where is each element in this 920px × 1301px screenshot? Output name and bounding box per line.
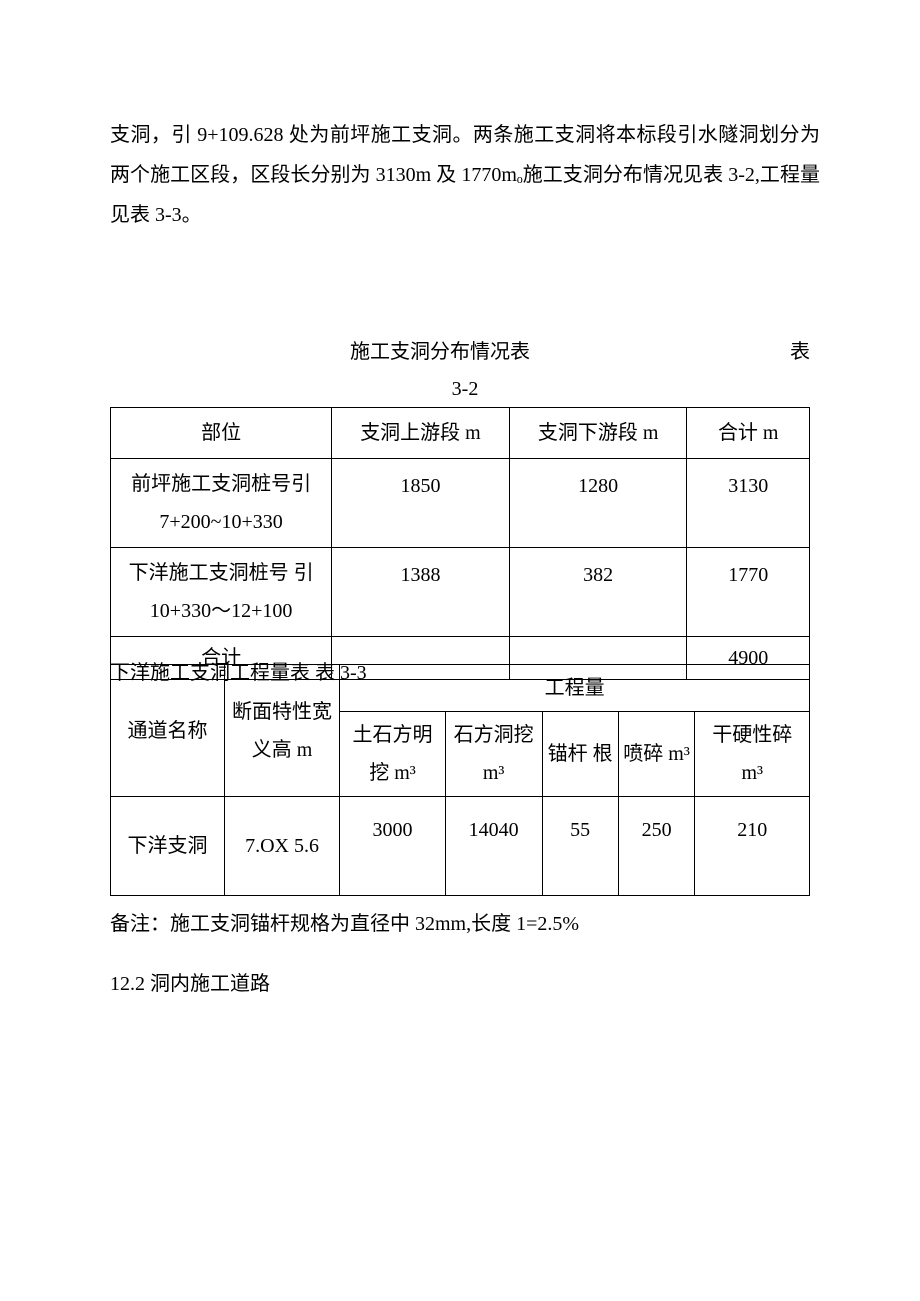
t1-r1-sum: 1770 bbox=[687, 548, 810, 637]
table1-row-1: 下洋施工支洞桩号 引 10+330～12+100 1388 382 1770 bbox=[111, 548, 810, 637]
t1-col-3: 合计 m bbox=[687, 408, 810, 459]
t2-sh-2: 锚杆 根 bbox=[542, 712, 618, 797]
t1-col-1: 支洞上游段 m bbox=[332, 408, 510, 459]
t2-d-section: 7.OX 5.6 bbox=[224, 797, 339, 896]
table1-title-row: 施工支洞分布情况表 表 bbox=[110, 335, 810, 364]
table-quantities: 通道名称 断面特性宽 义高 m 工程量 土石方明挖 m³ 石方洞挖 m³ 锚杆 … bbox=[110, 664, 810, 896]
t2-d-v4: 210 bbox=[695, 797, 810, 896]
t1-col-2: 支洞下游段 m bbox=[509, 408, 687, 459]
t2-d-v3: 250 bbox=[618, 797, 695, 896]
t1-r1-label: 下洋施工支洞桩号 引 10+330～12+100 bbox=[111, 548, 332, 637]
t2-d-v2: 55 bbox=[542, 797, 618, 896]
t2-data-row: 下洋支洞 7.OX 5.6 3000 14040 55 250 210 bbox=[111, 797, 810, 896]
t1-r1-down: 382 bbox=[509, 548, 687, 637]
t2-sh-3: 喷碎 m³ bbox=[618, 712, 695, 797]
t2-sh-4: 干硬性碎 m³ bbox=[695, 712, 810, 797]
t2-sh-1: 石方洞挖 m³ bbox=[445, 712, 542, 797]
t2-h-qty: 工程量 bbox=[340, 665, 810, 712]
table1-number: 3-2 bbox=[110, 378, 820, 401]
table1-header-row: 部位 支洞上游段 m 支洞下游段 m 合计 m bbox=[111, 408, 810, 459]
intro-paragraph: 支洞，引 9+109.628 处为前坪施工支洞。两条施工支洞将本标段引水隧洞划分… bbox=[110, 115, 820, 235]
t2-d-name: 下洋支洞 bbox=[111, 797, 225, 896]
t1-r0-up: 1850 bbox=[332, 459, 510, 548]
table-distribution: 部位 支洞上游段 m 支洞下游段 m 合计 m 前坪施工支洞桩号引 7+200~… bbox=[110, 407, 810, 680]
t2-d-v1: 14040 bbox=[445, 797, 542, 896]
note-text: 备注：施工支洞锚杆规格为直径中 32mm,长度 1=2.5% bbox=[110, 904, 820, 944]
t2-sh-0: 土石方明挖 m³ bbox=[340, 712, 446, 797]
table1-title-suffix: 表 bbox=[770, 335, 810, 364]
t1-r0-down: 1280 bbox=[509, 459, 687, 548]
t1-r1-up: 1388 bbox=[332, 548, 510, 637]
t2-d-v0: 3000 bbox=[340, 797, 446, 896]
section-heading: 12.2 洞内施工道路 bbox=[110, 964, 820, 1004]
table1-title: 施工支洞分布情况表 bbox=[110, 335, 770, 364]
t1-r0-label: 前坪施工支洞桩号引 7+200~10+330 bbox=[111, 459, 332, 548]
table1-row-0: 前坪施工支洞桩号引 7+200~10+330 1850 1280 3130 bbox=[111, 459, 810, 548]
t1-col-0: 部位 bbox=[111, 408, 332, 459]
table2-title: 下洋施工支洞工程量表 表 3-3 bbox=[110, 656, 367, 685]
t1-r0-sum: 3130 bbox=[687, 459, 810, 548]
